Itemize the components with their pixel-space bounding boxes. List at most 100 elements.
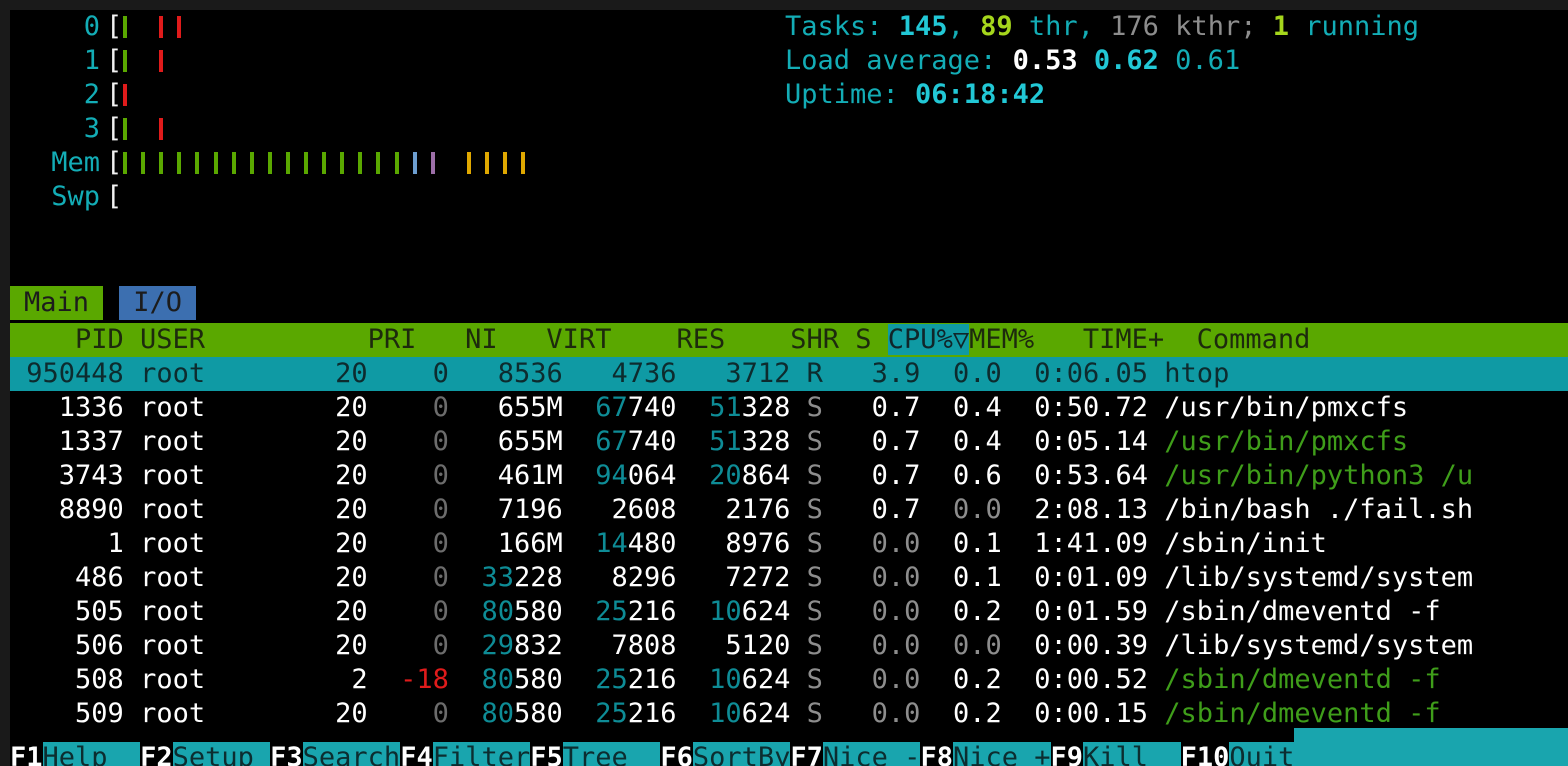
load-15min: 0.61	[1175, 45, 1241, 76]
sp	[1148, 460, 1164, 491]
process-rows: 950448 root 20 0 8536 4736 3712 R 3.9 0.…	[10, 357, 1568, 731]
sp	[124, 664, 140, 695]
fnlabel-search[interactable]: Search	[302, 742, 401, 766]
meter-bar-segment	[159, 50, 164, 72]
fnlabel-setup[interactable]: Setup	[172, 742, 271, 766]
fnkey-f6[interactable]: F6	[660, 742, 693, 766]
fnlabel-nice[interactable]: Nice +	[952, 742, 1051, 766]
cell-cpu: 0.0	[822, 528, 921, 559]
fnlabel-nice[interactable]: Nice -	[822, 742, 921, 766]
cell-cpu: 0.0	[822, 698, 921, 729]
sp	[563, 392, 596, 423]
sp	[1148, 392, 1164, 423]
uptime-value: 06:18:42	[915, 79, 1046, 110]
fnkey-f8[interactable]: F8	[920, 742, 953, 766]
header-left-columns: PID USER PRI NI VIRT RES SHR S	[10, 324, 888, 355]
thread-label: thr,	[1012, 11, 1111, 42]
function-key-bar[interactable]: F1Help F2Setup F3SearchF4FilterF5Tree F6…	[10, 728, 1568, 766]
cell-shr: 20	[709, 460, 742, 491]
cell-time: 2:08.13	[1001, 494, 1149, 525]
fnkey-f2[interactable]: F2	[140, 742, 173, 766]
fnlabel-filter[interactable]: Filter	[432, 742, 531, 766]
tab-i-o[interactable]: I/O	[119, 286, 197, 320]
cell-res: 216	[627, 664, 677, 695]
meter-bar-segment	[213, 152, 218, 174]
sp	[677, 426, 710, 457]
table-row[interactable]: 950448 root 20 0 8536 4736 3712 R 3.9 0.…	[10, 357, 1568, 391]
meter-bar-segment	[177, 16, 182, 38]
fnlabel-quit[interactable]: Quit	[1229, 742, 1295, 766]
table-row[interactable]: 508 root 2 -18 80580 25216 10624 S 0.0 0…	[10, 663, 1568, 697]
cell-mem: 0.6	[920, 460, 1002, 491]
cell-res: 94	[595, 460, 628, 491]
process-table: PID USER PRI NI VIRT RES SHR S CPU%▽MEM%…	[10, 323, 1568, 731]
meter-bar-segment	[123, 50, 127, 72]
table-row[interactable]: 1337 root 20 0 655M 67740 51328 S 0.7 0.…	[10, 425, 1568, 459]
function-bar-filler	[1294, 728, 1568, 766]
cell-shr: 10	[709, 596, 742, 627]
fnkey-f3[interactable]: F3	[270, 742, 303, 766]
header-sort-column-cpu[interactable]: CPU%▽	[887, 324, 970, 355]
cell-virt: 8536	[497, 358, 563, 389]
cell-mem: 0.0	[920, 494, 1002, 525]
cell-res: 25	[595, 664, 628, 695]
cell-time: 1:41.09	[1001, 528, 1149, 559]
cell-res: 67	[595, 426, 628, 457]
sp	[124, 630, 140, 661]
cell-pri: 20	[286, 494, 368, 525]
sp	[563, 426, 596, 457]
cell-res: 740	[627, 426, 677, 457]
cell-user: root	[140, 358, 287, 389]
sp	[563, 494, 612, 525]
meter-bar-segment	[521, 152, 526, 174]
table-row[interactable]: 486 root 20 0 33228 8296 7272 S 0.0 0.1 …	[10, 561, 1568, 595]
cell-virt: 29	[481, 630, 514, 661]
sp	[124, 460, 140, 491]
fnkey-f5[interactable]: F5	[530, 742, 563, 766]
cell-mem: 0.2	[920, 596, 1002, 627]
fnkey-f1[interactable]: F1	[10, 742, 43, 766]
cell-user: root	[140, 460, 287, 491]
cell-res: 67	[595, 392, 628, 423]
sp	[1148, 426, 1164, 457]
tasks-label: Tasks:	[785, 11, 899, 42]
table-row[interactable]: 1 root 20 0 166M 14480 8976 S 0.0 0.1 1:…	[10, 527, 1568, 561]
fnkey-f4[interactable]: F4	[400, 742, 433, 766]
process-table-header[interactable]: PID USER PRI NI VIRT RES SHR S CPU%▽MEM%…	[10, 323, 1568, 357]
cell-virt: 655M	[497, 392, 563, 423]
fnlabel-kill[interactable]: Kill	[1083, 742, 1181, 766]
load-average-line: Load average: 0.53 0.62 0.61	[785, 44, 1419, 78]
fnlabel-help[interactable]: Help	[42, 742, 141, 766]
cell-shr: 624	[741, 698, 791, 729]
cell-ni: 0	[367, 460, 449, 491]
fnkey-f7[interactable]: F7	[790, 742, 823, 766]
sp	[563, 460, 596, 491]
meter-label: 3	[83, 113, 100, 144]
sp	[449, 358, 498, 389]
cell-time: 0:00.39	[1001, 630, 1149, 661]
sp	[563, 528, 596, 559]
sp	[563, 698, 596, 729]
fnlabel-tree[interactable]: Tree	[562, 742, 661, 766]
sp	[124, 392, 140, 423]
table-row[interactable]: 509 root 20 0 80580 25216 10624 S 0.0 0.…	[10, 697, 1568, 731]
table-row[interactable]: 505 root 20 0 80580 25216 10624 S 0.0 0.…	[10, 595, 1568, 629]
table-row[interactable]: 8890 root 20 0 7196 2608 2176 S 0.7 0.0 …	[10, 493, 1568, 527]
fnkey-f10[interactable]: F10	[1180, 742, 1230, 766]
running-count: 1	[1272, 11, 1289, 42]
cell-virt: 655M	[497, 426, 563, 457]
cell-pri: 20	[286, 596, 368, 627]
table-row[interactable]: 1336 root 20 0 655M 67740 51328 S 0.7 0.…	[10, 391, 1568, 425]
tasks-comma: ,	[947, 11, 981, 42]
meter-bar-segment	[231, 152, 236, 174]
cell-shr: 8976	[725, 528, 791, 559]
tab-main[interactable]: Main	[10, 286, 104, 320]
cell-command: /sbin/dmeventd -f	[1164, 664, 1441, 695]
table-row[interactable]: 506 root 20 0 29832 7808 5120 S 0.0 0.0 …	[10, 629, 1568, 663]
fnkey-f9[interactable]: F9	[1050, 742, 1084, 766]
screen-tab-bar[interactable]: Main I/O	[10, 286, 197, 320]
load-average-label: Load average:	[785, 45, 1013, 76]
table-row[interactable]: 3743 root 20 0 461M 94064 20864 S 0.7 0.…	[10, 459, 1568, 493]
fnlabel-sortby[interactable]: SortBy	[692, 742, 791, 766]
cell-command: /sbin/dmeventd -f	[1164, 596, 1441, 627]
